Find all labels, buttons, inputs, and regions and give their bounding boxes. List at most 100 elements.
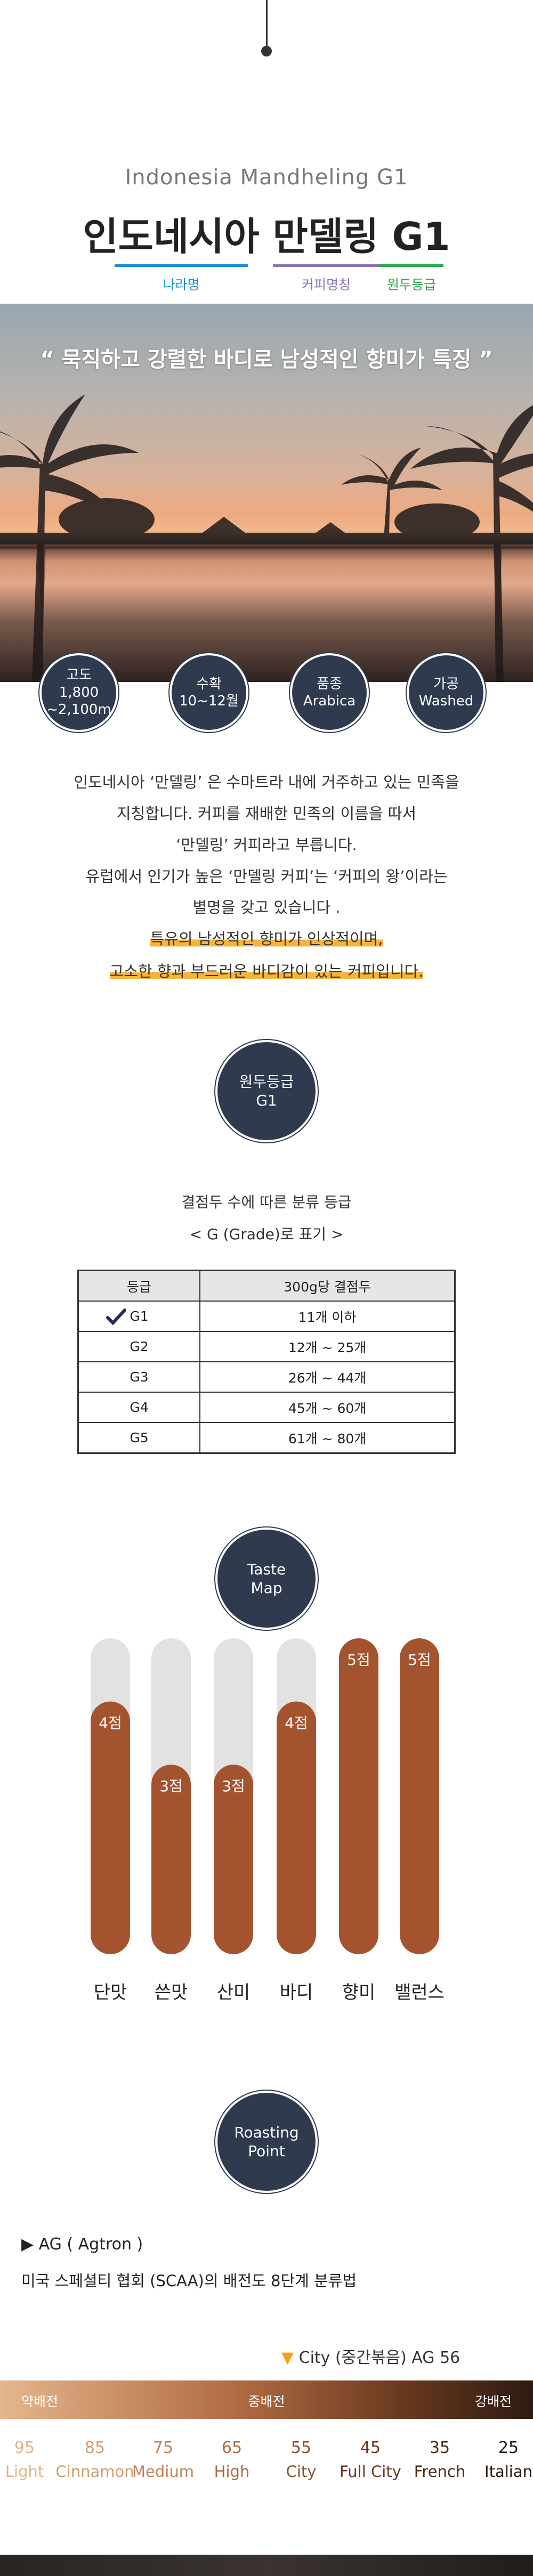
badge: 가공 Washed <box>409 655 483 730</box>
table-header-row: 등급 300g당 결점두 <box>77 1270 456 1302</box>
badge: 원두등급 G1 <box>217 1042 316 1140</box>
roast-gradient <box>0 2380 533 2419</box>
taste-chart: 4점 3점 3점 4점 5점 5점 <box>91 1638 439 1954</box>
highlight-line: 고소한 향과 부드러운 바디감이 있는 커피입니다. <box>109 962 424 980</box>
agtron-description: 미국 스페셜티 협회 (SCAA)의 배전도 8단계 분류법 <box>21 2272 357 2290</box>
badge-text: 10~12월 <box>179 693 239 709</box>
roast-name: French <box>414 2463 466 2481</box>
bar <box>400 1638 439 1954</box>
table-cell: G2 <box>77 1331 201 1362</box>
agtron-value: 65 <box>221 2439 243 2457</box>
badge-text: G1 <box>256 1092 277 1109</box>
roast-marker: ▼ City (중간볶음) AG 56 <box>281 2344 460 2368</box>
cell-text: G1 <box>130 1309 149 1324</box>
bar-value-label: 3점 <box>222 1777 245 1795</box>
band-label: 강배전 <box>474 2394 512 2409</box>
marker-text: City (중간볶음) AG 56 <box>298 2349 461 2367</box>
agtron-value: 55 <box>290 2439 312 2457</box>
subtitle: Indonesia Mandheling G1 <box>125 165 408 190</box>
table-header-cell: 300g당 결점두 <box>199 1270 456 1302</box>
description-line: ‘만델링’ 커피라고 부릅니다. <box>176 836 357 854</box>
badge-text: 수확 <box>196 676 222 692</box>
heading-icon: ▶ <box>21 2235 34 2254</box>
top-line <box>266 0 268 49</box>
marker-icon: ▼ <box>281 2349 294 2367</box>
bar-value-label: 3점 <box>159 1777 183 1795</box>
highlight-row: 특유의 남성적인 향미가 인상적이며, <box>0 927 533 949</box>
table-cell: G5 <box>77 1422 201 1454</box>
description-line: 인도네시아 ‘만델링’ 은 수마트라 내에 거주하고 있는 민족을 <box>74 773 459 791</box>
tag-underline <box>379 264 443 267</box>
table-row: G4 45개 ~ 60개 <box>77 1392 456 1423</box>
palm-silhouettes <box>0 394 533 682</box>
badge-text: 가공 <box>433 676 459 692</box>
bar-value-label: 4점 <box>99 1714 122 1732</box>
cell-text: G3 <box>130 1369 149 1385</box>
badge-text: Point <box>248 2142 285 2160</box>
description-line: 지칭합니다. 커피를 재배한 민족의 이름을 따서 <box>116 805 417 823</box>
cell-text: G5 <box>130 1430 149 1445</box>
badge-text: Washed <box>418 693 474 709</box>
grade-note: < G (Grade)로 표기 > <box>189 1225 344 1243</box>
taste-label: 산미 <box>216 1982 251 2003</box>
check-icon <box>106 1309 126 1326</box>
title: 인도네시아 만델링 G1 <box>83 214 450 259</box>
bottom-strip <box>0 2555 533 2576</box>
roast-name: Medium <box>132 2463 194 2481</box>
highlight-row: 고소한 향과 부드러운 바디감이 있는 커피입니다. <box>0 959 533 981</box>
badge-text: Taste <box>247 1561 286 1578</box>
top-dot <box>261 46 272 56</box>
badge: 고도 1,800 ~2,100m <box>42 655 116 730</box>
description-line: 별명을 갖고 있습니다 . <box>192 898 341 916</box>
badge-text: Map <box>251 1579 282 1597</box>
badge-text: 원두등급 <box>239 1073 294 1091</box>
badge-text: 1,800 <box>59 684 99 701</box>
roast-name: Light <box>5 2463 44 2481</box>
badge-text: Arabica <box>303 693 356 709</box>
bar <box>151 1765 191 1954</box>
cell-text: 11개 이하 <box>298 1309 357 1325</box>
grade-caption: 결점두 수에 따른 분류 등급 <box>181 1193 352 1211</box>
badge-text: Roasting <box>234 2124 299 2141</box>
agtron-value: 35 <box>429 2439 450 2457</box>
bar-value-label: 5점 <box>347 1651 370 1669</box>
taste-label: 밸런스 <box>394 1982 445 2003</box>
taste-label: 바디 <box>279 1982 313 2003</box>
table-row: G2 12개 ~ 25개 <box>77 1331 456 1362</box>
agtron-value: 75 <box>152 2439 174 2457</box>
heading-text: AG ( Agtron ) <box>38 2235 143 2254</box>
agtron-heading: ▶ AG ( Agtron ) <box>21 2235 143 2254</box>
roast-name: Cinnamon <box>55 2463 134 2481</box>
table-header-cell: 등급 <box>77 1270 201 1302</box>
badge-text: 품종 <box>317 676 342 692</box>
table-cell: G1 <box>77 1301 201 1332</box>
tag-underline <box>273 264 379 267</box>
grade-table: 등급 300g당 결점두 G1 11개 이하 G2 12개 ~ 25개 G3 26개 ~ 44… <box>77 1270 456 1454</box>
bar <box>91 1701 130 1954</box>
hero-image: “ 묵직하고 강렬한 바디로 남성적인 향미가 특징 ” <box>0 304 533 682</box>
badge-text: ~2,100m <box>46 702 111 718</box>
table-cell: 26개 ~ 44개 <box>199 1361 456 1393</box>
highlight-line: 특유의 남성적인 향미가 인상적이며, <box>150 930 383 948</box>
table-cell: 61개 ~ 80개 <box>199 1422 456 1454</box>
badge: 품종 Arabica <box>292 655 367 730</box>
taste-label: 향미 <box>342 1982 376 2003</box>
band-label: 약배전 <box>21 2394 59 2409</box>
cell-text: 26개 ~ 44개 <box>288 1370 367 1386</box>
tag-underline <box>115 264 248 267</box>
tag-label: 나라명 <box>163 277 200 292</box>
tag-label: 커피명칭 <box>301 277 351 292</box>
bar <box>214 1765 253 1954</box>
roast-name: City <box>286 2463 317 2481</box>
table-cell: G3 <box>77 1361 201 1393</box>
roast-name: Italian <box>484 2463 532 2481</box>
bar <box>339 1638 378 1954</box>
agtron-value: 45 <box>360 2439 381 2457</box>
taste-label: 단맛 <box>93 1982 127 2003</box>
table-cell: 12개 ~ 25개 <box>199 1331 456 1362</box>
table-row: G3 26개 ~ 44개 <box>77 1361 456 1393</box>
band-label: 중배전 <box>248 2394 285 2409</box>
badge: Taste Map <box>217 1530 316 1628</box>
table-cell: 45개 ~ 60개 <box>199 1392 456 1423</box>
